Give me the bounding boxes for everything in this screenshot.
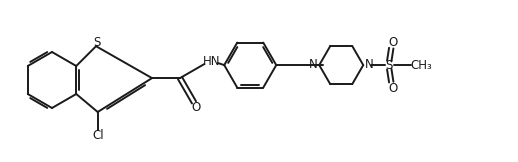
Text: O: O [191,101,200,114]
Text: O: O [388,82,398,95]
Text: O: O [388,36,398,49]
Text: CH₃: CH₃ [410,59,432,72]
Text: S: S [385,59,393,72]
Text: N: N [365,58,373,71]
Text: HN: HN [203,55,220,68]
Text: S: S [93,36,100,49]
Text: Cl: Cl [92,129,104,143]
Text: N: N [309,58,318,71]
